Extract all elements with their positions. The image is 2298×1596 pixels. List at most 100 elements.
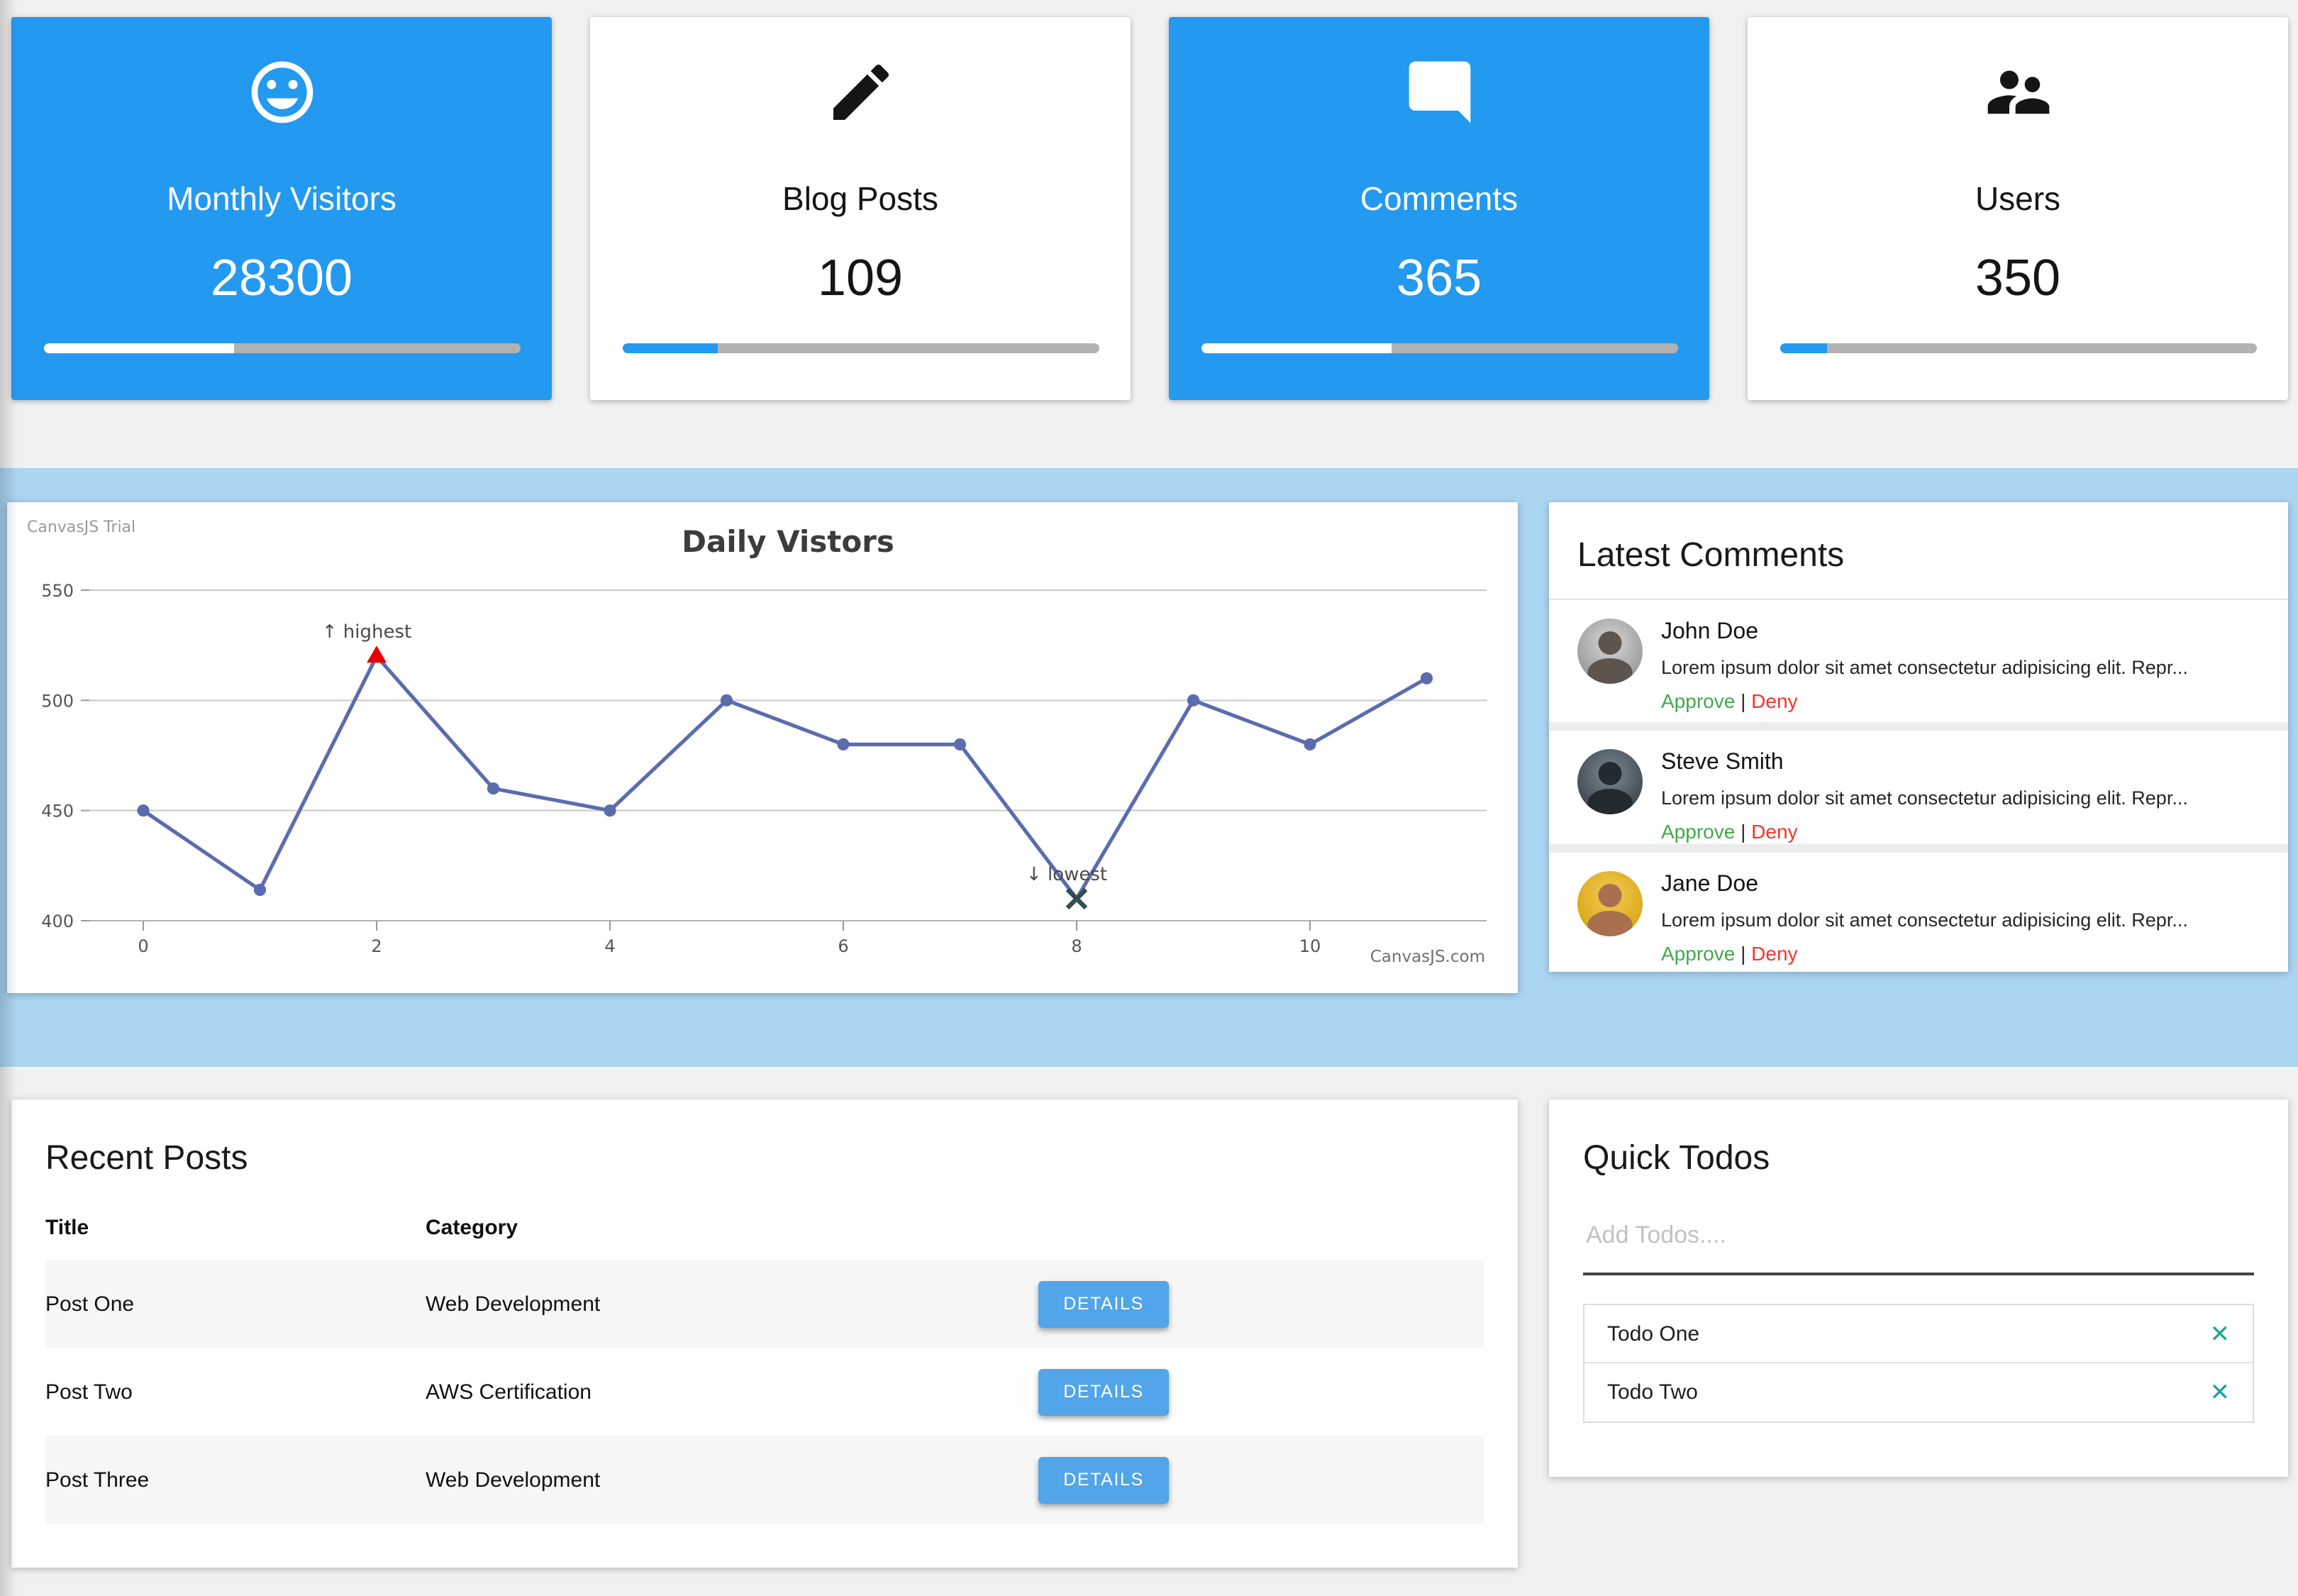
x-axis-label: 10	[1299, 936, 1321, 956]
deny-link[interactable]: Deny	[1751, 689, 1798, 712]
comment-row-jane-doe: Jane Doe Lorem ipsum dolor sit amet conse…	[1549, 844, 2288, 966]
posts-col-category: Category	[426, 1216, 518, 1240]
chart-title: Daily Vistors	[682, 524, 894, 559]
approve-link[interactable]: Approve	[1661, 820, 1736, 843]
details-button[interactable]: DETAILS	[1038, 1280, 1169, 1327]
users-icon	[1981, 54, 2055, 131]
details-button[interactable]: DETAILS	[1038, 1368, 1169, 1415]
todo-item-todo-two: Todo Two ✕	[1584, 1363, 2253, 1422]
stat-value: 28300	[210, 248, 353, 306]
pencil-icon	[823, 54, 897, 131]
latest-comments-panel: Latest Comments John Doe Lorem ipsum dolo…	[1549, 502, 2288, 972]
canvasjs-trial-watermark: CanvasJS Trial	[27, 519, 135, 536]
daily-visitors-chart: 400 450 500 550 0 2 4 6 8 10 ↑ highest ↓ lowest Dail…	[27, 519, 1487, 966]
post-category: Web Development	[426, 1468, 601, 1492]
data-point-marker	[1187, 694, 1200, 706]
comment-row-steve-smith: Steve Smith Lorem ipsum dolor sit amet co…	[1549, 722, 2288, 844]
data-point-marker	[953, 738, 967, 751]
stat-value: 350	[1975, 248, 2061, 306]
x-axis-label: 6	[838, 936, 848, 956]
add-todos-input[interactable]	[1583, 1213, 2254, 1275]
post-category: Web Development	[426, 1292, 601, 1316]
posts-table-header: Title Category	[11, 1216, 1518, 1240]
stat-label: Monthly Visitors	[167, 180, 396, 217]
posts-col-title: Title	[45, 1216, 89, 1240]
stats-row: Monthly Visitors 28300 Blog Posts 109 Commen…	[11, 17, 2288, 400]
data-point-marker	[137, 804, 150, 817]
post-title: Post Two	[45, 1380, 133, 1404]
post-title: Post One	[45, 1292, 135, 1316]
avatar	[1577, 871, 1643, 936]
approve-link[interactable]: Approve	[1661, 942, 1736, 965]
comments-list: John Doe Lorem ipsum dolor sit amet conse…	[1549, 600, 2288, 966]
stat-card-comments: Comments 365	[1169, 17, 1709, 400]
stat-card-blog-posts: Blog Posts 109	[590, 17, 1131, 400]
todo-item-todo-one: Todo One ✕	[1584, 1305, 2253, 1363]
latest-comments-title: Latest Comments	[1577, 536, 1845, 575]
y-axis-label: 550	[41, 581, 74, 601]
marker-highest	[367, 645, 387, 663]
marker-lowest	[1065, 887, 1088, 910]
todo-text: Todo Two	[1607, 1380, 1698, 1404]
stat-label: Blog Posts	[782, 180, 938, 217]
comment-text: Lorem ipsum dolor sit amet consectetur a…	[1661, 909, 2188, 931]
todo-remove-icon[interactable]: ✕	[2209, 1379, 2231, 1406]
posts-table-body: Post One Web Development DETAILS Post Two AW…	[11, 1260, 1518, 1524]
post-row-post-three: Post Three Web Development DETAILS	[45, 1436, 1484, 1524]
comment-icon	[1402, 54, 1476, 131]
commenter-name: Steve Smith	[1661, 750, 1784, 775]
x-axis-label: 8	[1071, 936, 1082, 956]
data-point-marker	[720, 694, 733, 706]
y-axis-label: 450	[41, 802, 74, 821]
x-axis-label: 0	[138, 936, 148, 956]
quick-todos-title: Quick Todos	[1583, 1139, 1770, 1177]
stat-card-users: Users 350	[1748, 17, 2288, 400]
commenter-name: Jane Doe	[1661, 872, 1758, 897]
y-axis-label: 500	[41, 691, 74, 711]
details-button[interactable]: DETAILS	[1038, 1456, 1169, 1503]
todo-text: Todo One	[1607, 1321, 1700, 1346]
recent-posts-title: Recent Posts	[45, 1139, 248, 1177]
avatar	[1577, 749, 1643, 814]
action-separator: |	[1741, 942, 1746, 965]
todo-remove-icon[interactable]: ✕	[2209, 1320, 2231, 1347]
post-category: AWS Certification	[426, 1380, 592, 1404]
stat-label: Users	[1975, 180, 2061, 217]
stat-label: Comments	[1360, 180, 1519, 217]
post-title: Post Three	[45, 1468, 150, 1492]
index-label: ↑ highest	[322, 621, 411, 643]
data-point-marker	[1304, 738, 1316, 751]
stat-progress-bar	[43, 343, 520, 353]
visitors-line-series	[141, 654, 1429, 901]
recent-posts-panel: Recent Posts Title Category Post One Web …	[11, 1099, 1518, 1568]
deny-link[interactable]: Deny	[1751, 942, 1798, 965]
stat-card-monthly-visitors: Monthly Visitors 28300	[11, 17, 552, 400]
avatar	[1577, 619, 1643, 684]
comment-text: Lorem ipsum dolor sit amet consectetur a…	[1661, 787, 2188, 809]
action-separator: |	[1741, 689, 1746, 712]
action-separator: |	[1741, 820, 1746, 843]
stat-progress-bar	[1201, 343, 1677, 353]
comment-text: Lorem ipsum dolor sit amet consectetur a…	[1661, 657, 2188, 678]
stat-progress-bar	[1780, 343, 2256, 353]
y-axis-label: 400	[41, 911, 74, 931]
deny-link[interactable]: Deny	[1751, 820, 1798, 843]
data-point-marker	[604, 804, 616, 817]
canvasjs-credit-link[interactable]: CanvasJS.com	[1370, 948, 1485, 966]
stat-value: 109	[817, 248, 904, 306]
daily-visitors-chart-panel: 400 450 500 550 0 2 4 6 8 10 ↑ highest ↓ lowest Dail…	[7, 502, 1518, 993]
post-row-post-two: Post Two AWS Certification DETAILS	[45, 1348, 1484, 1436]
post-row-post-one: Post One Web Development DETAILS	[45, 1260, 1484, 1348]
data-point-marker	[1420, 672, 1433, 685]
comments-title-divider	[1549, 599, 2288, 600]
comment-row-john-doe: John Doe Lorem ipsum dolor sit amet conse…	[1549, 600, 2288, 722]
quick-todos-panel: Quick Todos Todo One ✕ Todo Two ✕	[1549, 1099, 2288, 1477]
x-axis-label: 2	[371, 936, 382, 956]
stat-progress-bar	[622, 343, 1099, 353]
approve-link[interactable]: Approve	[1661, 689, 1736, 712]
x-axis-label: 4	[604, 936, 615, 956]
index-label: ↓ lowest	[1026, 864, 1107, 885]
smiley-icon	[245, 54, 318, 131]
data-point-marker	[837, 738, 850, 751]
